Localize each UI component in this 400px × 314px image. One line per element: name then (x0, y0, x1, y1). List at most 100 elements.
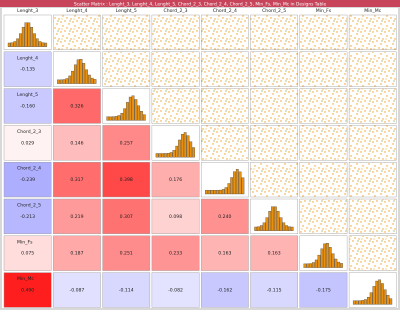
correlation-value: -0.115 (267, 288, 282, 294)
correlation-cell (200, 198, 249, 234)
scatter-cell (348, 51, 397, 87)
histogram-bar (109, 116, 112, 121)
correlation-cell (151, 235, 200, 271)
histogram-bar (241, 177, 245, 195)
correlation-cell (200, 235, 249, 271)
histogram-bar (352, 300, 356, 305)
correlation-value: -0.162 (217, 288, 232, 294)
histogram-bar (288, 226, 291, 231)
histogram-bar (314, 259, 318, 268)
scatter-cell (151, 14, 200, 50)
histogram-bar (221, 189, 225, 195)
histogram-bar (375, 280, 379, 305)
correlation-cell (151, 272, 200, 308)
histogram-bar (285, 225, 288, 231)
histogram-bar (19, 33, 22, 47)
correlation-value: 0.398 (120, 177, 133, 183)
column-label: Min_Fs (316, 8, 332, 14)
histogram-bar (369, 292, 373, 305)
correlation-value: -0.213 (20, 214, 35, 220)
column-label: Chord_2_3 (164, 8, 188, 14)
histogram-bar (85, 69, 88, 84)
row-label: Chord_2_4 (17, 166, 41, 172)
correlation-value: 0.029 (21, 140, 34, 146)
correlation-cell (151, 198, 200, 234)
correlation-cell (102, 272, 151, 308)
histogram-bar (172, 150, 176, 158)
correlation-cell (250, 272, 298, 308)
histogram-bar (44, 42, 48, 47)
correlation-cell (151, 161, 200, 198)
histogram-bar (273, 206, 277, 231)
histogram-bar (276, 211, 280, 231)
histogram-bar (7, 42, 11, 47)
histogram-bar (90, 77, 94, 84)
row-label: Min_Mc (17, 276, 34, 282)
correlation-value: 0.163 (268, 251, 281, 257)
histogram-bar (76, 59, 80, 84)
histogram-bar (16, 38, 19, 47)
correlation-cell (53, 125, 101, 161)
correlation-cell (3, 51, 52, 87)
histogram-bar (303, 263, 307, 268)
title-bar[interactable] (0, 0, 400, 7)
correlation-cell (3, 235, 52, 271)
histogram-bar (358, 300, 362, 305)
scatter-cell (250, 161, 298, 198)
correlation-value: 0.317 (70, 177, 83, 183)
correlation-cell (3, 88, 52, 124)
histogram-bar (262, 222, 266, 231)
scatter-cell (299, 198, 348, 234)
histogram-bar (259, 225, 263, 231)
histogram-bar (233, 171, 236, 195)
histogram-bar (158, 153, 162, 158)
scatter-cell (348, 161, 397, 198)
scatter-cell (348, 88, 397, 124)
correlation-cell (102, 198, 151, 234)
histogram-bar (88, 74, 91, 84)
correlation-cell (102, 125, 151, 161)
window-title: Scatter Matrix : Lenght_3, Lenght_4, Len… (74, 1, 327, 7)
scatter-cell (348, 14, 397, 50)
histogram-bar (79, 59, 83, 84)
histogram-bar (142, 114, 146, 121)
scatter-cell (348, 125, 397, 161)
histogram-bar (366, 296, 370, 305)
correlation-value: -0.082 (168, 288, 183, 294)
correlation-cell (299, 272, 348, 308)
row-label: Lenght_5 (17, 92, 38, 98)
histogram-bar (24, 22, 28, 47)
histogram-bar (117, 115, 121, 121)
column-label: Chord_2_5 (262, 8, 286, 14)
histogram-bar (205, 190, 208, 195)
correlation-cell (102, 235, 151, 271)
histogram-bar (10, 42, 14, 47)
scatter-cell (299, 88, 348, 124)
histogram-bar (126, 102, 129, 121)
histogram-bar (41, 42, 45, 47)
correlation-cell (53, 235, 101, 271)
histogram-bar (230, 177, 234, 195)
scatter-cell (250, 125, 298, 161)
histogram-bar (71, 70, 74, 84)
histogram-bar (213, 190, 217, 195)
scatter-cell (250, 51, 298, 87)
histogram-bar (383, 289, 387, 305)
histogram-bar (207, 190, 211, 195)
histogram-bar (192, 147, 195, 158)
histogram-bar (123, 108, 126, 121)
scatter-cell (348, 235, 397, 271)
histogram-bar (140, 111, 143, 121)
histogram-bar (33, 33, 36, 47)
histogram-bar (378, 279, 381, 305)
histogram-bar (389, 298, 393, 305)
correlation-value: 0.163 (218, 251, 231, 257)
histogram-bar (219, 189, 222, 195)
histogram-bar (183, 132, 187, 158)
correlation-value: 0.176 (169, 177, 182, 183)
histogram-bar (13, 41, 17, 47)
histogram-bar (235, 169, 239, 195)
histogram-bar (112, 116, 115, 121)
correlation-cell (53, 161, 101, 198)
column-label: Lenght_4 (66, 8, 87, 14)
